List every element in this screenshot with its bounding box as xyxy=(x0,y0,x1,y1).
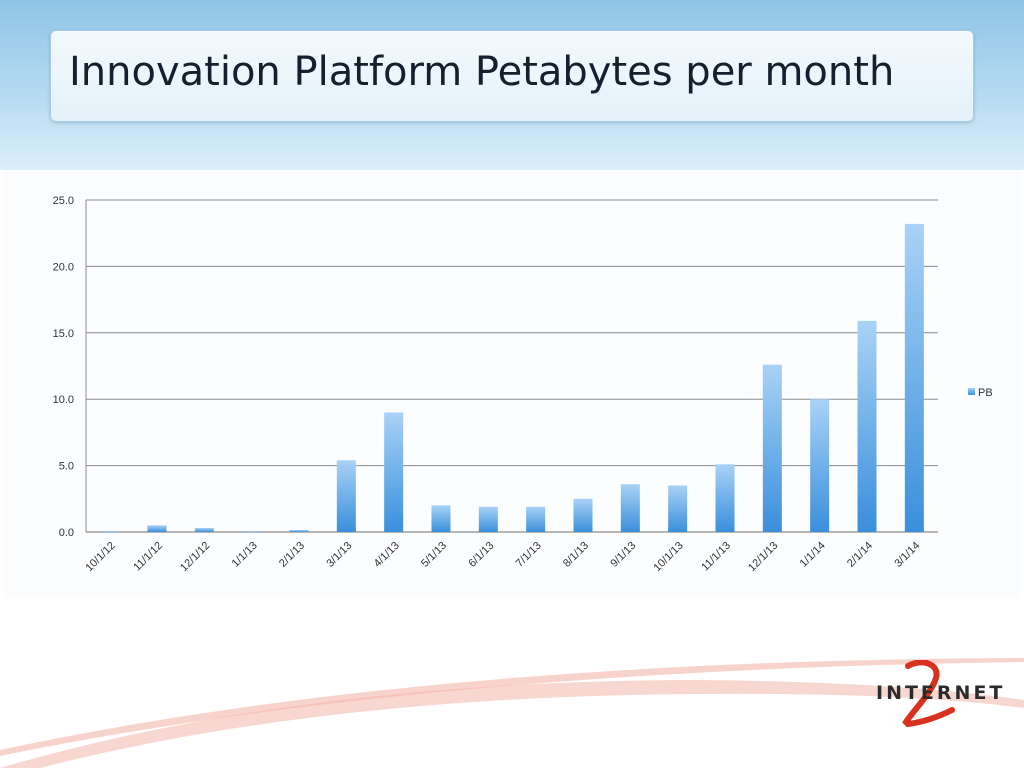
legend-label-pb: PB xyxy=(978,387,993,399)
x-tick-label: 3/1/13 xyxy=(324,540,354,570)
x-tick-label: 4/1/13 xyxy=(372,540,402,570)
bar-3-1-14 xyxy=(904,223,924,532)
chart-panel: 0.0 5.0 10.0 15.0 20.0 25.0 10/1/12 11/1/12 12/… xyxy=(3,170,1021,598)
bar-3-1-13 xyxy=(336,460,356,532)
x-tick-label: 12/1/12 xyxy=(178,540,212,574)
legend-swatch-pb xyxy=(968,388,975,395)
decorative-swoosh xyxy=(0,658,1024,768)
gridlines xyxy=(85,199,938,533)
title-box: Innovation Platform Petabytes per month xyxy=(50,30,974,122)
x-tick-label: 9/1/13 xyxy=(608,540,638,570)
bar-10-1-12 xyxy=(100,531,120,532)
x-tick-label: 3/1/14 xyxy=(892,540,922,570)
y-tick-label: 10.0 xyxy=(53,394,74,406)
x-axis-ticks: 10/1/12 11/1/12 12/1/12 1/1/13 2/1/13 3/1/13 4… xyxy=(83,540,922,574)
bar-5-1-13 xyxy=(431,505,451,532)
bar-10-1-13 xyxy=(668,485,688,532)
y-axis-ticks: 0.0 5.0 10.0 15.0 20.0 25.0 xyxy=(53,195,74,539)
bars xyxy=(100,223,924,532)
x-tick-label: 10/1/12 xyxy=(83,540,117,574)
y-tick-label: 20.0 xyxy=(53,261,74,273)
x-tick-label: 1/1/13 xyxy=(230,540,260,570)
y-tick-label: 15.0 xyxy=(53,328,74,340)
bar-9-1-13 xyxy=(620,484,640,532)
x-tick-label: 12/1/13 xyxy=(746,540,780,574)
bar-12-1-13 xyxy=(762,364,782,532)
logo-two-glyph xyxy=(902,660,955,728)
slide-title: Innovation Platform Petabytes per month xyxy=(69,49,895,95)
y-tick-label: 0.0 xyxy=(59,527,74,539)
x-tick-label: 6/1/13 xyxy=(466,540,496,570)
bar-4-1-13 xyxy=(384,412,404,532)
x-tick-label: 11/1/13 xyxy=(699,540,733,574)
bar-12-1-12 xyxy=(194,528,214,532)
internet2-logo: INTERNET xyxy=(870,660,1002,750)
y-tick-label: 5.0 xyxy=(59,461,74,473)
legend: PB xyxy=(968,387,993,399)
x-tick-label: 1/1/14 xyxy=(798,540,828,570)
x-tick-label: 11/1/12 xyxy=(131,540,165,574)
y-tick-label: 25.0 xyxy=(53,195,74,207)
bar-2-1-14 xyxy=(857,320,877,532)
bar-8-1-13 xyxy=(573,498,593,532)
bar-2-1-13 xyxy=(289,530,309,532)
bar-1-1-14 xyxy=(810,399,830,532)
bar-11-1-13 xyxy=(715,464,735,532)
x-tick-label: 2/1/14 xyxy=(845,540,875,570)
bar-1-1-13 xyxy=(242,531,262,532)
bar-chart: 0.0 5.0 10.0 15.0 20.0 25.0 10/1/12 11/1/12 12/… xyxy=(53,195,993,574)
bar-7-1-13 xyxy=(526,506,546,532)
x-tick-label: 5/1/13 xyxy=(419,540,449,570)
bar-6-1-13 xyxy=(478,506,498,532)
x-tick-label: 7/1/13 xyxy=(514,540,544,570)
x-tick-label: 8/1/13 xyxy=(561,540,591,570)
logo-wordmark: INTERNET xyxy=(876,682,1006,704)
bar-11-1-12 xyxy=(147,525,167,532)
x-tick-label: 10/1/13 xyxy=(651,540,685,574)
x-tick-label: 2/1/13 xyxy=(277,540,307,570)
